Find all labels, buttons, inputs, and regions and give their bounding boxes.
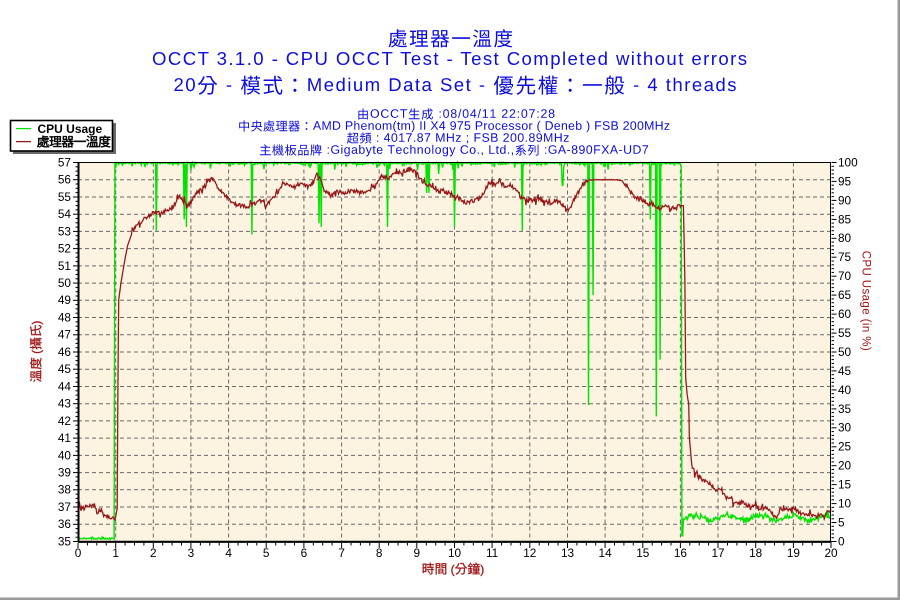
svg-text:4: 4: [225, 546, 232, 560]
svg-text:15: 15: [636, 546, 650, 560]
svg-text:42: 42: [58, 414, 71, 428]
svg-text:95: 95: [838, 174, 852, 188]
svg-text:80: 80: [838, 231, 852, 245]
svg-text:1: 1: [112, 546, 119, 560]
svg-text:7: 7: [338, 546, 345, 560]
svg-text:25: 25: [838, 440, 852, 454]
svg-text:14: 14: [599, 546, 613, 560]
svg-text:35: 35: [838, 402, 852, 416]
svg-text:9: 9: [414, 546, 421, 560]
svg-text:12: 12: [523, 546, 536, 560]
svg-text:41: 41: [58, 431, 71, 445]
svg-text:70: 70: [838, 269, 852, 283]
svg-text:0: 0: [75, 546, 82, 560]
svg-text:52: 52: [58, 242, 71, 256]
svg-text:20: 20: [824, 546, 838, 560]
svg-text:90: 90: [838, 193, 852, 207]
svg-text:6: 6: [301, 546, 308, 560]
svg-text:11: 11: [486, 546, 498, 560]
svg-text:46: 46: [58, 345, 72, 359]
svg-text:85: 85: [838, 212, 852, 226]
svg-text:20: 20: [838, 459, 852, 473]
svg-text:50: 50: [838, 345, 852, 359]
svg-text:18: 18: [749, 546, 763, 560]
svg-text:57: 57: [58, 155, 71, 169]
svg-text:2: 2: [150, 546, 157, 560]
svg-text:30: 30: [838, 421, 852, 435]
svg-text:56: 56: [58, 173, 72, 187]
svg-text:37: 37: [58, 500, 71, 514]
svg-text:55: 55: [838, 326, 852, 340]
svg-text:OCCT 3.1.0 - CPU OCCT Test - T: OCCT 3.1.0 - CPU OCCT Test - Test Comple…: [152, 48, 747, 69]
svg-text:47: 47: [58, 328, 71, 342]
svg-text:60: 60: [838, 307, 852, 321]
svg-text:5: 5: [838, 515, 845, 529]
svg-text:54: 54: [58, 207, 72, 221]
svg-text:16: 16: [674, 546, 688, 560]
svg-text:53: 53: [58, 224, 72, 238]
svg-text:45: 45: [838, 364, 852, 378]
svg-text:48: 48: [58, 310, 72, 324]
svg-text:35: 35: [58, 534, 72, 548]
svg-text:36: 36: [58, 517, 72, 531]
svg-text:10: 10: [838, 497, 852, 511]
svg-text:51: 51: [58, 259, 71, 273]
svg-text:CPU Usage (in %): CPU Usage (in %): [860, 251, 872, 351]
svg-text:49: 49: [58, 293, 71, 307]
svg-text:8: 8: [376, 546, 383, 560]
svg-text:5: 5: [263, 546, 270, 560]
svg-text:15: 15: [838, 478, 852, 492]
svg-text:50: 50: [58, 276, 72, 290]
svg-text:13: 13: [561, 546, 575, 560]
svg-text:75: 75: [838, 250, 852, 264]
svg-text:40: 40: [58, 448, 72, 462]
svg-text:38: 38: [58, 483, 72, 497]
svg-text:100: 100: [838, 155, 858, 169]
svg-text:10: 10: [448, 546, 462, 560]
svg-text:3: 3: [188, 546, 195, 560]
svg-text:19: 19: [787, 546, 800, 560]
svg-text:45: 45: [58, 362, 72, 376]
svg-text:55: 55: [58, 190, 72, 204]
svg-text:39: 39: [58, 466, 71, 480]
svg-text:40: 40: [838, 383, 852, 397]
svg-text:65: 65: [838, 288, 852, 302]
svg-text:0: 0: [838, 534, 845, 548]
svg-text:44: 44: [58, 379, 72, 393]
svg-text:CPU Usage: CPU Usage: [38, 122, 103, 136]
svg-text:43: 43: [58, 397, 72, 411]
svg-text:17: 17: [711, 546, 724, 560]
